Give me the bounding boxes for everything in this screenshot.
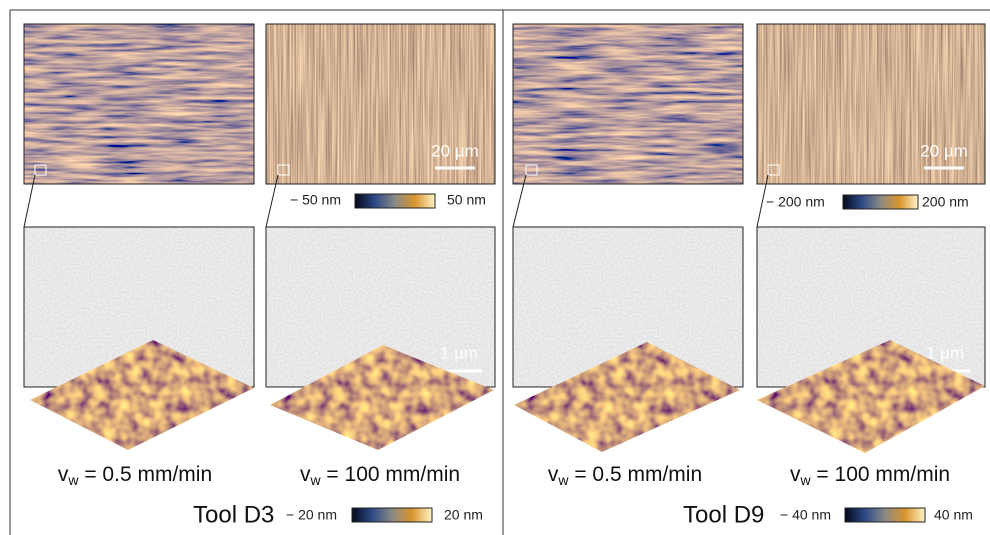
colorbar-max: 200 nm	[922, 194, 969, 210]
figure: 20 µm − 50 nm 50 nm 1 µm vw = 0.5 mm/min…	[0, 0, 990, 535]
tool-group: 20 µm − 50 nm 50 nm 1 µm vw = 0.5 mm/min…	[24, 24, 496, 528]
symbol: v	[300, 463, 311, 486]
colorbar	[352, 508, 432, 522]
scale-label: 1 µm	[926, 343, 964, 362]
afm-image	[24, 24, 254, 184]
colorbar-max: 40 nm	[934, 507, 973, 523]
speed-label: vw = 0.5 mm/min	[58, 463, 212, 488]
speed-text: = 100 mm/min	[321, 463, 460, 486]
speed-label: vw = 100 mm/min	[300, 463, 460, 488]
colorbar	[843, 195, 918, 209]
scale-label: 20 µm	[920, 141, 968, 160]
symbol: v	[548, 463, 559, 486]
speed-label: vw = 100 mm/min	[790, 463, 950, 488]
colorbar-max: 20 nm	[444, 507, 483, 523]
tool-label: Tool D9	[683, 501, 764, 528]
colorbar	[845, 508, 925, 522]
page: 20 µm − 50 nm 50 nm 1 µm vw = 0.5 mm/min…	[0, 0, 990, 535]
symbol: v	[58, 463, 69, 486]
colorbar	[355, 194, 435, 208]
colorbar-min: − 200 nm	[766, 194, 825, 210]
scale-label: 1 µm	[440, 343, 478, 362]
speed-text: = 100 mm/min	[811, 463, 950, 486]
tool-label: Tool D3	[193, 501, 274, 528]
afm-image	[513, 24, 743, 184]
colorbar-max: 50 nm	[447, 192, 486, 208]
tool-group: 20 µm − 200 nm 200 nm 1 µm vw = 0.5 mm/m…	[512, 24, 987, 528]
speed-text: = 0.5 mm/min	[79, 463, 213, 486]
symbol: v	[790, 463, 801, 486]
colorbar-min: − 50 nm	[290, 192, 341, 208]
scale-label: 20 µm	[431, 141, 479, 160]
speed-label: vw = 0.5 mm/min	[548, 463, 702, 488]
colorbar-min: − 20 nm	[286, 507, 337, 523]
colorbar-min: − 40 nm	[780, 507, 831, 523]
speed-text: = 0.5 mm/min	[569, 463, 703, 486]
